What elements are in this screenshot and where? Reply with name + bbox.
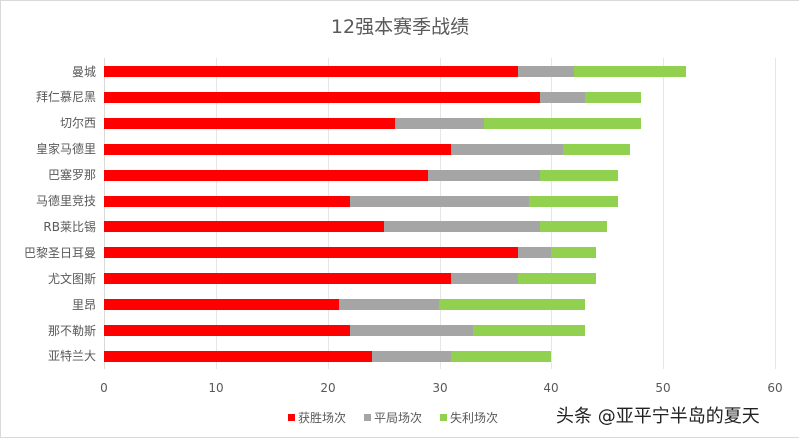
stacked-bar [104, 299, 585, 311]
bar-segment-losses [551, 247, 597, 259]
legend-swatch-draws [364, 414, 372, 421]
bar-segment-draws [372, 350, 451, 362]
bar-segment-wins [104, 143, 451, 155]
bar-segment-wins [104, 169, 429, 181]
legend-item-losses: 失利场次 [440, 409, 498, 426]
category-label: 里昂 [71, 297, 96, 312]
stacked-bar [104, 91, 641, 103]
bar-segment-losses [439, 299, 585, 311]
bar-segment-losses [517, 273, 597, 285]
x-tick-label: 20 [320, 381, 336, 395]
category-label: 巴塞罗那 [47, 168, 96, 183]
bar-segment-wins [104, 195, 351, 207]
y-axis-line [104, 58, 105, 369]
gridline [775, 58, 776, 369]
stacked-bar [104, 169, 619, 181]
stacked-bar [104, 66, 686, 77]
watermark: 头条 @亚平宁半岛的夏天 [556, 406, 760, 427]
x-tick-label: 30 [432, 381, 448, 395]
legend-label-losses: 失利场次 [450, 411, 499, 425]
bar-segment-losses [484, 117, 641, 129]
bar-segment-wins [104, 325, 351, 336]
category-label: 巴黎圣日耳曼 [23, 245, 96, 260]
category-label: 曼城 [71, 64, 96, 79]
bar-segment-draws [350, 195, 529, 207]
bar-segment-losses [584, 91, 641, 103]
stacked-bar [104, 350, 552, 362]
bar-segment-draws [383, 221, 541, 233]
category-label: 亚特兰大 [47, 349, 96, 364]
bar-segment-wins [104, 247, 518, 259]
x-tick-label: 10 [208, 381, 224, 395]
stacked-bar [104, 195, 619, 207]
x-tick-label: 60 [767, 381, 783, 395]
legend-item-draws: 平局场次 [364, 409, 422, 426]
plot-area [104, 58, 776, 369]
legend-label-wins: 获胜场次 [298, 411, 347, 425]
gridline [551, 58, 552, 369]
legend-swatch-losses [440, 414, 448, 421]
bar-segment-draws [540, 91, 585, 103]
bar-segment-losses [540, 169, 619, 181]
bar-segment-wins [104, 221, 384, 233]
legend: 获胜场次 平局场次 失利场次 [288, 409, 498, 426]
bar-segment-losses [562, 143, 630, 155]
bar-segment-wins [104, 117, 395, 129]
gridline [328, 58, 329, 369]
bar-segment-draws [450, 143, 563, 155]
category-label: 马德里竞技 [35, 194, 96, 208]
gridline [216, 58, 217, 369]
x-tick-label: 50 [655, 381, 671, 395]
x-tick-label: 0 [100, 381, 108, 395]
bar-segment-losses [473, 325, 585, 336]
bar-segment-wins [104, 273, 451, 285]
bar-segment-losses [450, 350, 552, 362]
category-label: 拜仁慕尼黑 [35, 90, 96, 105]
bar-segment-wins [104, 299, 339, 311]
bar-segment-draws [450, 273, 518, 285]
category-label: RB莱比锡 [43, 219, 96, 234]
category-label: 皇家马德里 [35, 142, 96, 157]
bar-segment-wins [104, 350, 373, 362]
stacked-bar [104, 143, 630, 155]
legend-swatch-wins [288, 414, 295, 421]
bar-segment-wins [104, 66, 518, 77]
bar-segment-draws [517, 66, 574, 77]
category-label: 尤文图斯 [47, 271, 96, 286]
stacked-bar [104, 247, 597, 259]
bar-segment-draws [517, 247, 552, 259]
bar-segment-losses [573, 66, 686, 77]
gridline [440, 58, 441, 369]
stacked-bar [104, 221, 608, 233]
bar-segment-wins [104, 91, 541, 103]
legend-item-wins: 获胜场次 [288, 409, 346, 426]
bar-segment-draws [338, 299, 440, 311]
stacked-bar [104, 117, 641, 129]
stacked-bar [104, 273, 597, 285]
bar-segment-draws [394, 117, 485, 129]
gridline [663, 58, 664, 369]
bar-segment-draws [428, 169, 541, 181]
legend-label-draws: 平局场次 [374, 411, 423, 425]
chart-title: 12强本赛季战绩 [330, 16, 470, 38]
stacked-bar [104, 325, 585, 336]
category-label: 那不勒斯 [47, 323, 96, 338]
x-tick-label: 40 [543, 381, 559, 395]
bar-segment-losses [540, 221, 608, 233]
bar-segment-draws [350, 325, 474, 336]
bar-segment-losses [528, 195, 619, 207]
category-label: 切尔西 [59, 116, 96, 131]
